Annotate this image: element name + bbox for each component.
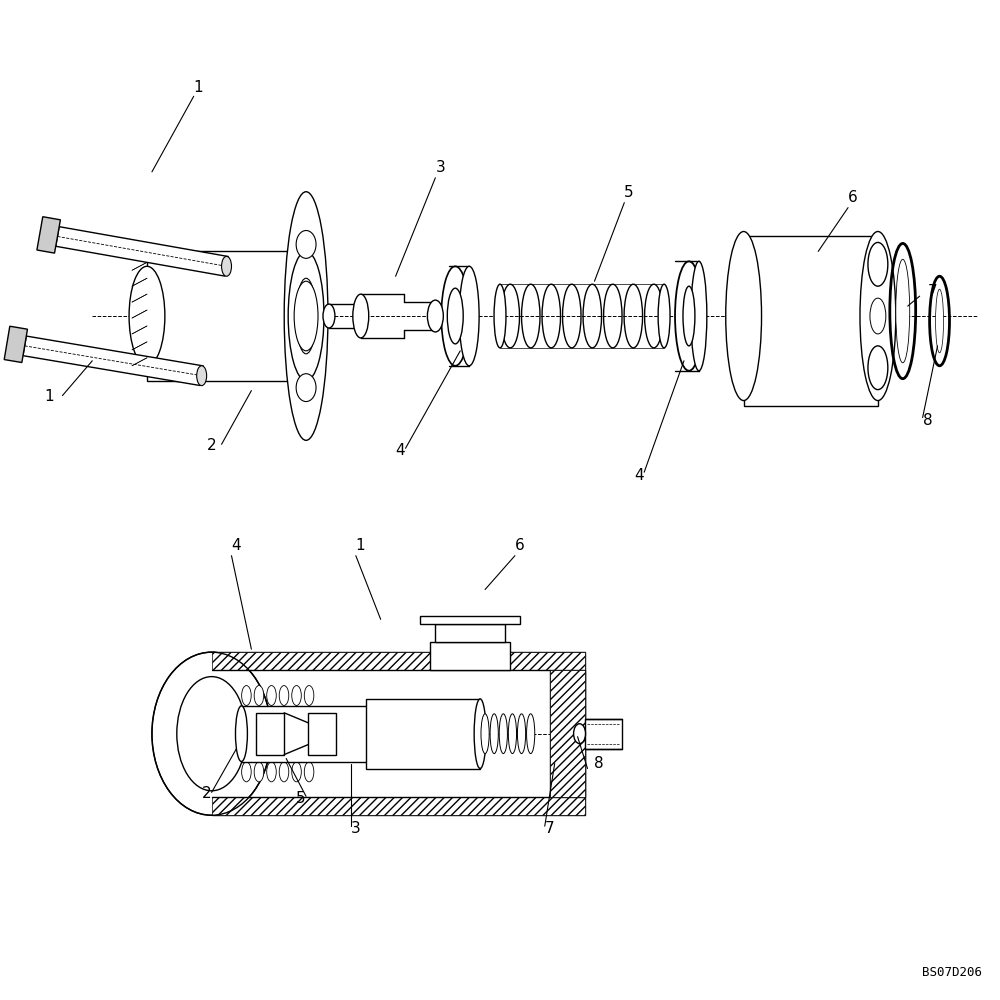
- Ellipse shape: [353, 294, 369, 338]
- Ellipse shape: [279, 686, 289, 705]
- Ellipse shape: [870, 298, 886, 334]
- Ellipse shape: [441, 266, 469, 366]
- Ellipse shape: [197, 366, 207, 386]
- Text: 1: 1: [356, 538, 365, 553]
- Ellipse shape: [152, 652, 271, 815]
- Ellipse shape: [527, 714, 535, 754]
- Ellipse shape: [427, 300, 443, 332]
- Ellipse shape: [459, 266, 479, 366]
- Polygon shape: [4, 326, 27, 363]
- Ellipse shape: [304, 762, 314, 782]
- Ellipse shape: [129, 266, 165, 366]
- Bar: [212, 652, 585, 670]
- Ellipse shape: [474, 699, 486, 768]
- Text: 1: 1: [194, 80, 203, 95]
- Ellipse shape: [242, 762, 251, 782]
- Polygon shape: [430, 642, 510, 670]
- Ellipse shape: [304, 686, 314, 705]
- Polygon shape: [585, 719, 622, 749]
- Ellipse shape: [267, 686, 276, 705]
- Text: 4: 4: [232, 538, 241, 553]
- Text: 3: 3: [435, 160, 445, 175]
- Text: 2: 2: [207, 438, 216, 453]
- Ellipse shape: [896, 259, 910, 363]
- Polygon shape: [366, 699, 480, 768]
- Polygon shape: [56, 227, 228, 276]
- Polygon shape: [256, 713, 284, 755]
- Polygon shape: [23, 336, 203, 386]
- Ellipse shape: [726, 232, 762, 401]
- Text: 2: 2: [202, 786, 211, 801]
- Ellipse shape: [284, 192, 328, 440]
- Ellipse shape: [517, 714, 526, 754]
- Text: 5: 5: [624, 185, 634, 200]
- Bar: [212, 797, 585, 815]
- Polygon shape: [744, 236, 878, 406]
- Ellipse shape: [292, 762, 301, 782]
- Ellipse shape: [574, 724, 586, 744]
- Ellipse shape: [868, 346, 888, 390]
- Text: 8: 8: [923, 413, 932, 428]
- Text: 7: 7: [545, 821, 554, 836]
- Ellipse shape: [296, 231, 316, 258]
- Text: 3: 3: [351, 821, 361, 836]
- Ellipse shape: [494, 284, 506, 348]
- Ellipse shape: [177, 677, 246, 791]
- Ellipse shape: [936, 289, 944, 353]
- Polygon shape: [420, 616, 520, 624]
- Ellipse shape: [296, 278, 316, 354]
- Ellipse shape: [691, 261, 707, 371]
- Ellipse shape: [658, 284, 670, 348]
- Ellipse shape: [254, 762, 264, 782]
- Ellipse shape: [490, 714, 498, 754]
- Polygon shape: [241, 706, 480, 762]
- Polygon shape: [147, 251, 306, 381]
- Ellipse shape: [868, 242, 888, 286]
- Ellipse shape: [508, 714, 517, 754]
- Ellipse shape: [447, 288, 463, 344]
- Ellipse shape: [481, 714, 489, 754]
- Ellipse shape: [254, 686, 264, 705]
- Ellipse shape: [860, 232, 896, 401]
- Ellipse shape: [267, 762, 276, 782]
- Text: 5: 5: [296, 791, 306, 806]
- Polygon shape: [308, 713, 336, 755]
- Polygon shape: [435, 624, 505, 642]
- Ellipse shape: [294, 281, 318, 351]
- Ellipse shape: [323, 304, 335, 328]
- Ellipse shape: [675, 261, 703, 371]
- Polygon shape: [37, 217, 60, 253]
- Ellipse shape: [288, 251, 324, 381]
- Polygon shape: [550, 670, 585, 797]
- Ellipse shape: [296, 374, 316, 402]
- Polygon shape: [212, 652, 585, 815]
- Ellipse shape: [235, 706, 247, 762]
- Ellipse shape: [279, 762, 289, 782]
- Text: 6: 6: [848, 190, 858, 205]
- Text: 1: 1: [45, 389, 54, 404]
- Text: 6: 6: [515, 538, 525, 553]
- Text: BS07D206: BS07D206: [922, 966, 982, 979]
- Bar: [550, 670, 585, 797]
- Text: 7: 7: [928, 284, 937, 299]
- Text: 8: 8: [594, 756, 604, 772]
- Ellipse shape: [683, 286, 695, 346]
- Ellipse shape: [222, 256, 232, 276]
- Text: 4: 4: [396, 443, 405, 458]
- Ellipse shape: [292, 686, 301, 705]
- Ellipse shape: [242, 686, 251, 705]
- Text: 4: 4: [634, 468, 644, 483]
- Ellipse shape: [499, 714, 507, 754]
